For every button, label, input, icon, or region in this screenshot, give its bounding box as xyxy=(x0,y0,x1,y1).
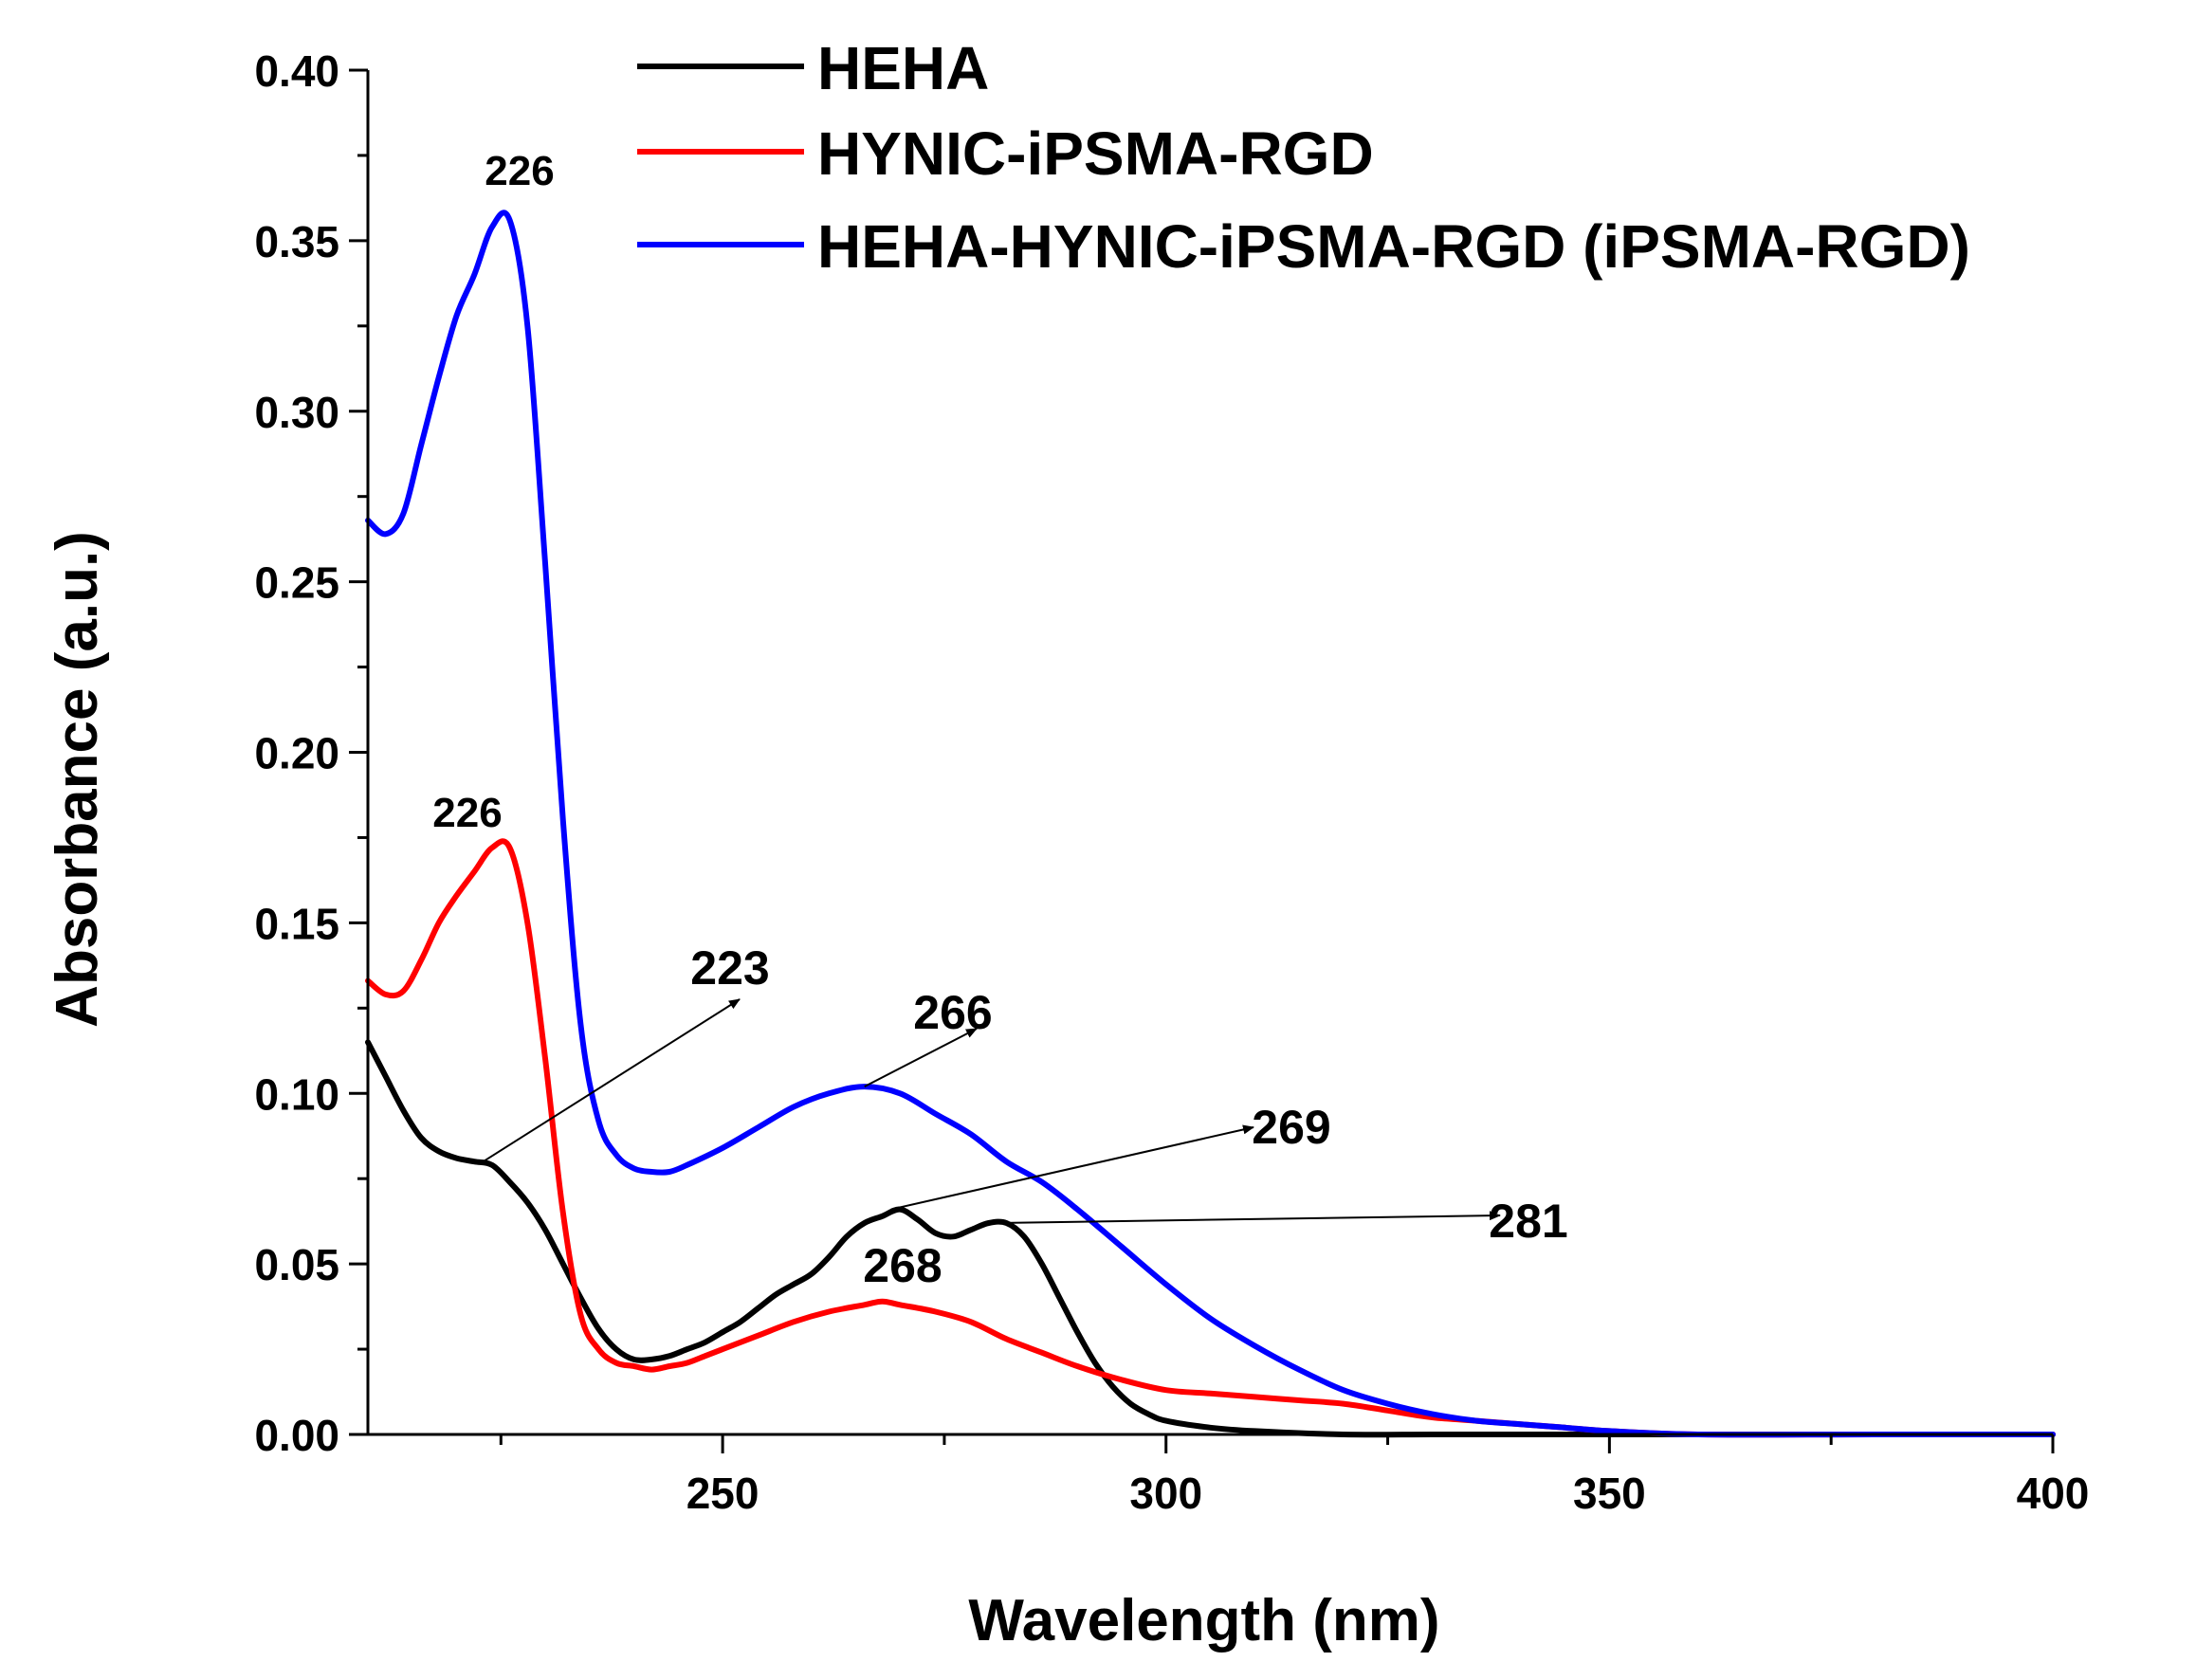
y-tick-label: 0.10 xyxy=(254,1069,339,1119)
series-layer xyxy=(365,210,2056,1438)
peak-label: 226 xyxy=(485,148,554,194)
peak-label: 226 xyxy=(432,790,502,836)
peak-label: 281 xyxy=(1489,1195,1567,1248)
ticks: 0.00 0.05 0.10 0.15 0.20 0.25 0.30 0.35 0.40 250 3… xyxy=(254,46,2089,1518)
x-tick-label: 350 xyxy=(1573,1469,1646,1518)
y-tick-label: 0.20 xyxy=(254,729,339,778)
x-axis-label: Wavelength (nm) xyxy=(968,1588,1439,1653)
peak-label: 223 xyxy=(690,941,769,995)
y-tick-label: 0.25 xyxy=(254,558,339,608)
peak-label: 268 xyxy=(863,1239,942,1292)
legend-label-heha-hynic-ipsma-rgd: HEHA-HYNIC-iPSMA-RGD (iPSMA-RGD) xyxy=(817,212,1970,281)
series-line-heha-hynic-ipsma-rgd xyxy=(365,210,2056,1438)
peak-label: 269 xyxy=(1252,1101,1330,1154)
x-tick-label: 400 xyxy=(2017,1469,2090,1518)
y-tick-label: 0.00 xyxy=(254,1411,339,1460)
y-tick-label: 0.05 xyxy=(254,1240,339,1289)
legend-label-hynic-ipsma-rgd: HYNIC-iPSMA-RGD xyxy=(817,119,1374,188)
legend-label-heha: HEHA xyxy=(817,34,989,102)
x-tick-label: 250 xyxy=(686,1469,759,1518)
peak-annotations: 226 226 223 266 269 281 268 xyxy=(432,148,1567,1292)
y-tick-label: 0.40 xyxy=(254,46,339,96)
y-tick-label: 0.30 xyxy=(254,388,339,437)
annotation-arrow xyxy=(997,1211,1501,1224)
annotation-arrow xyxy=(483,998,741,1163)
y-tick-label: 0.15 xyxy=(254,899,339,948)
annotation-arrow xyxy=(890,1124,1254,1211)
annotation-arrow xyxy=(864,1028,978,1087)
series-line-heha xyxy=(365,1039,2056,1438)
legend: HEHA HYNIC-iPSMA-RGD HEHA-HYNIC-iPSMA-RGD … xyxy=(637,34,1970,281)
x-tick-label: 300 xyxy=(1129,1469,1202,1518)
peak-label: 266 xyxy=(913,986,992,1039)
y-tick-label: 0.35 xyxy=(254,217,339,266)
y-axis-label: Absorbance (a.u.) xyxy=(45,531,110,1028)
